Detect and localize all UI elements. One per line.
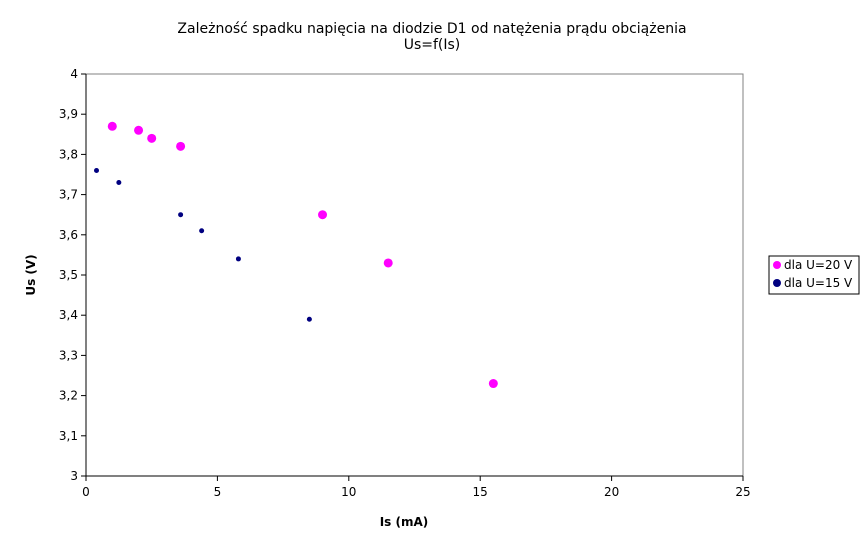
data-point-series-0 (134, 125, 144, 135)
data-point-series-1 (306, 316, 312, 322)
y-tick-label: 3,3 (59, 348, 78, 362)
x-axis-ticks: 0 5 10 15 20 25 (82, 476, 751, 499)
legend-marker-20v (773, 261, 781, 269)
y-tick-label: 3,9 (59, 107, 78, 121)
y-tick-label: 3,4 (59, 308, 78, 322)
data-point-series-1 (94, 167, 100, 173)
data-points (94, 121, 498, 389)
y-tick-label: 3,7 (59, 188, 78, 202)
data-point-series-1 (235, 256, 241, 262)
x-tick-label: 20 (604, 485, 619, 499)
y-tick-label: 3,8 (59, 147, 78, 161)
data-point-series-0 (318, 210, 328, 220)
legend-label-20v: dla U=20 V (784, 258, 853, 272)
y-tick-label: 3,5 (59, 268, 78, 282)
x-tick-label: 25 (735, 485, 750, 499)
data-point-series-1 (199, 228, 205, 234)
chart-title: Zależność spadku napięcia na diodzie D1 … (177, 21, 686, 37)
plot-area (85, 73, 744, 477)
x-tick-label: 0 (82, 485, 90, 499)
legend: dla U=20 V dla U=15 V (768, 255, 860, 295)
y-tick-label: 3,6 (59, 228, 78, 242)
data-point-series-1 (116, 180, 122, 186)
y-tick-label: 4 (70, 67, 78, 81)
data-point-series-0 (107, 121, 117, 131)
x-tick-label: 10 (341, 485, 356, 499)
x-tick-label: 15 (473, 485, 488, 499)
y-tick-label: 3 (70, 469, 78, 483)
data-point-series-0 (383, 258, 393, 268)
x-axis-title: Is (mA) (380, 515, 429, 529)
legend-marker-15v (773, 279, 781, 287)
y-axis-title: Us (V) (24, 254, 38, 295)
chart-subtitle: Us=f(Is) (404, 37, 461, 53)
legend-label-15v: dla U=15 V (784, 276, 853, 290)
x-tick-label: 5 (214, 485, 222, 499)
data-point-series-1 (178, 212, 184, 218)
data-point-series-0 (176, 141, 186, 151)
y-tick-label: 3,1 (59, 429, 78, 443)
y-axis-ticks: 3 3,1 3,2 3,3 3,4 3,5 3,6 3,7 3,8 3,9 4 (59, 67, 86, 483)
data-point-series-0 (147, 133, 157, 143)
data-point-series-0 (488, 379, 498, 389)
legend-box (768, 255, 860, 295)
y-tick-label: 3,2 (59, 389, 78, 403)
